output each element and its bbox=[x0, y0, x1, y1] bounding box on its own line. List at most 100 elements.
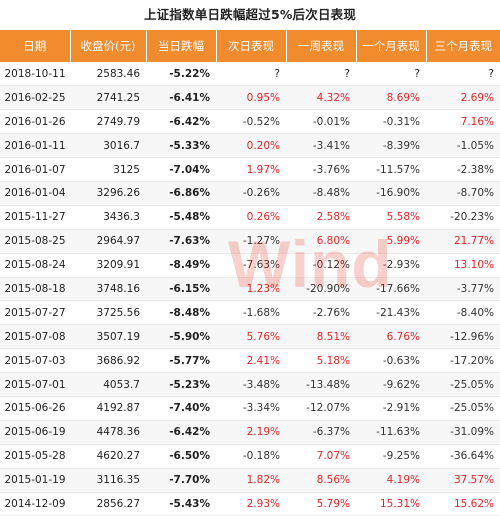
daily-drop-cell: -5.48% bbox=[169, 211, 210, 224]
daily-drop-cell: -7.63% bbox=[169, 235, 210, 248]
three-month-cell: 2.69% bbox=[460, 91, 494, 104]
date-cell: 2015-05-28 bbox=[4, 450, 66, 463]
one-week-cell: 6.80% bbox=[316, 235, 350, 248]
close-price-cell: 2749.79 bbox=[96, 115, 140, 128]
close-price-cell: 3725.56 bbox=[96, 306, 140, 319]
one-month-cell: -9.25% bbox=[382, 450, 420, 463]
next-day-cell: -0.18% bbox=[242, 450, 280, 463]
three-month-cell: -12.96% bbox=[450, 330, 494, 343]
date-cell: 2015-01-19 bbox=[4, 474, 66, 487]
three-month-cell: -1.05% bbox=[456, 139, 494, 152]
close-price-cell: 4620.27 bbox=[96, 450, 140, 463]
table-title: 上证指数单日跌幅超过5%后次日表现 bbox=[143, 7, 357, 22]
daily-drop-cell: -8.48% bbox=[169, 306, 210, 319]
next-day-cell: -3.34% bbox=[242, 402, 280, 415]
next-day-cell: 0.26% bbox=[246, 211, 280, 224]
one-week-cell: 5.18% bbox=[316, 354, 350, 367]
one-month-cell: -2.91% bbox=[382, 402, 420, 415]
table-row: 2016-01-07 3125 -7.04% 1.97% -3.76% -11.57% -2… bbox=[0, 158, 500, 182]
one-month-cell: ? bbox=[414, 67, 420, 80]
three-month-cell: -20.23% bbox=[450, 211, 494, 224]
one-week-cell: -12.07% bbox=[306, 402, 350, 415]
one-month-cell: -16.90% bbox=[376, 187, 420, 200]
one-week-cell: -8.48% bbox=[312, 187, 350, 200]
one-week-cell: 7.07% bbox=[316, 450, 350, 463]
next-day-cell: 0.95% bbox=[246, 91, 280, 104]
close-price-cell: 3296.26 bbox=[96, 187, 140, 200]
date-cell: 2016-02-25 bbox=[4, 91, 66, 104]
table-row: 2018-10-11 2583.46 -5.22%???? bbox=[0, 62, 500, 86]
next-day-cell: -1.27% bbox=[242, 235, 280, 248]
daily-drop-cell: -5.90% bbox=[169, 330, 210, 343]
one-month-cell: -2.93% bbox=[382, 259, 420, 272]
daily-drop-cell: -6.41% bbox=[169, 91, 210, 104]
one-week-cell: -20.90% bbox=[306, 282, 350, 295]
one-month-cell: -21.43% bbox=[376, 306, 420, 319]
table-row: 2015-06-19 4478.36 -6.42% 2.19% -6.37% -11.63… bbox=[0, 420, 500, 445]
table-row: 2016-01-04 3296.26 -6.86% -0.26% -8.48% -16.9… bbox=[0, 181, 500, 206]
daily-drop-cell: -7.04% bbox=[169, 163, 210, 176]
next-day-cell: 2.41% bbox=[246, 354, 280, 367]
date-cell: 2016-01-26 bbox=[4, 115, 66, 128]
date-cell: 2015-08-18 bbox=[4, 282, 66, 295]
table-row: 2015-06-26 4192.87 -7.40% -3.34% -12.07% -2.9… bbox=[0, 396, 500, 421]
one-week-cell: ? bbox=[344, 67, 350, 80]
three-month-cell: -36.64% bbox=[450, 450, 494, 463]
table-row: 2014-12-09 2856.27 -5.43% 2.93% 5.79% 15.31% 1… bbox=[0, 492, 500, 516]
table-row: 2015-08-25 2964.97 -7.63% -1.27% 6.80% 5.99% 2… bbox=[0, 229, 500, 254]
close-price-cell: 2583.46 bbox=[96, 67, 140, 80]
date-cell: 2015-07-03 bbox=[4, 354, 66, 367]
three-month-cell: -25.05% bbox=[450, 378, 494, 391]
date-cell: 2016-01-07 bbox=[4, 163, 66, 176]
one-month-cell: -17.66% bbox=[376, 282, 420, 295]
close-price-cell: 2964.97 bbox=[96, 235, 140, 248]
date-cell: 2015-07-01 bbox=[4, 378, 66, 391]
next-day-cell: -0.52% bbox=[242, 115, 280, 128]
three-month-cell: ? bbox=[488, 67, 494, 80]
daily-drop-cell: -7.40% bbox=[169, 402, 210, 415]
close-price-cell: 3436.3 bbox=[103, 211, 140, 224]
next-day-cell: 1.82% bbox=[246, 474, 280, 487]
one-month-cell: 8.69% bbox=[386, 91, 420, 104]
next-day-cell: -7.63% bbox=[242, 259, 280, 272]
next-day-cell: 1.97% bbox=[246, 163, 280, 176]
close-price-cell: 3116.35 bbox=[96, 474, 140, 487]
daily-drop-cell: -6.86% bbox=[169, 187, 210, 200]
header-one-month: 一个月表现 bbox=[356, 30, 427, 62]
date-cell: 2014-12-09 bbox=[4, 497, 66, 510]
table-row: 2016-01-11 3016.7 -5.33% 0.20% -3.41% -8.39% -… bbox=[0, 133, 500, 158]
three-month-cell: -2.38% bbox=[456, 163, 494, 176]
three-month-cell: 7.16% bbox=[460, 115, 494, 128]
close-price-cell: 2741.25 bbox=[96, 91, 140, 104]
daily-drop-cell: -5.23% bbox=[169, 378, 210, 391]
header-next-day: 次日表现 bbox=[216, 30, 287, 62]
one-month-cell: -11.57% bbox=[376, 163, 420, 176]
daily-drop-cell: -8.49% bbox=[169, 259, 210, 272]
table-row: 2015-08-24 3209.91 -8.49% -7.63% -0.12% -2.93… bbox=[0, 253, 500, 278]
date-cell: 2015-06-19 bbox=[4, 426, 66, 439]
one-week-cell: -13.48% bbox=[306, 378, 350, 391]
daily-drop-cell: -7.70% bbox=[169, 474, 210, 487]
next-day-cell: -1.68% bbox=[242, 306, 280, 319]
one-week-cell: -0.12% bbox=[312, 259, 350, 272]
one-month-cell: 6.76% bbox=[386, 330, 420, 343]
header-one-week: 一周表现 bbox=[286, 30, 357, 62]
next-day-cell: -0.26% bbox=[242, 187, 280, 200]
close-price-cell: 4478.36 bbox=[96, 426, 140, 439]
daily-drop-cell: -5.43% bbox=[169, 497, 210, 510]
three-month-cell: -8.40% bbox=[456, 306, 494, 319]
close-price-cell: 2856.27 bbox=[96, 497, 140, 510]
next-day-cell: -3.48% bbox=[242, 378, 280, 391]
next-day-cell: 1.23% bbox=[246, 282, 280, 295]
date-cell: 2015-08-24 bbox=[4, 259, 66, 272]
one-week-cell: 8.56% bbox=[316, 474, 350, 487]
table-row: 2015-07-27 3725.56 -8.48% -1.68% -2.76% -21.4… bbox=[0, 301, 500, 325]
one-week-cell: -2.76% bbox=[312, 306, 350, 319]
table-row: 2015-07-08 3507.19 -5.90% 5.76% 8.51% 6.76% -1… bbox=[0, 324, 500, 349]
one-week-cell: -3.76% bbox=[312, 163, 350, 176]
table-row: 2015-07-03 3686.92 -5.77% 2.41% 5.18% -0.63% -… bbox=[0, 349, 500, 373]
one-month-cell: 15.31% bbox=[379, 497, 420, 510]
daily-drop-cell: -5.33% bbox=[169, 139, 210, 152]
performance-table: 日期 收盘价(元) 当日跌幅 次日表现 一周表现 一个月表现 三个月表现 201… bbox=[0, 30, 500, 516]
header-date: 日期 bbox=[0, 30, 71, 62]
